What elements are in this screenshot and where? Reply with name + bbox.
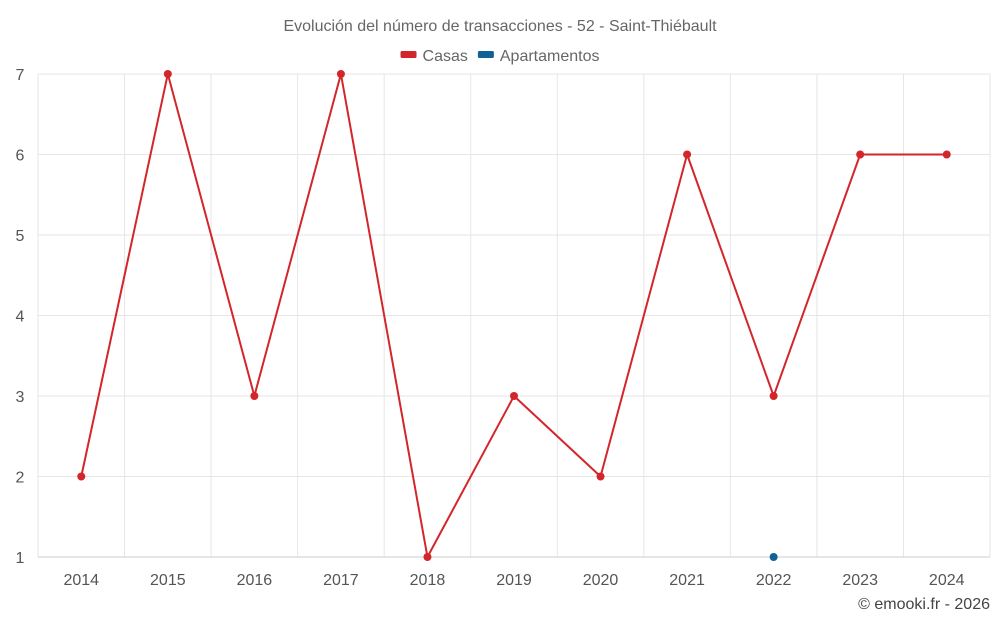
legend-swatch-apartamentos[interactable] bbox=[477, 51, 494, 58]
y-tick-label: 1 bbox=[16, 550, 25, 567]
data-point-casas-2021[interactable] bbox=[683, 150, 692, 159]
x-tick-label: 2014 bbox=[63, 572, 99, 589]
data-point-casas-2024[interactable] bbox=[942, 150, 951, 159]
x-tick-label: 2024 bbox=[929, 572, 965, 589]
series-group bbox=[77, 70, 951, 561]
y-tick-label: 5 bbox=[16, 228, 25, 245]
data-point-casas-2018[interactable] bbox=[423, 553, 432, 561]
data-point-apartamentos-2022[interactable] bbox=[769, 553, 778, 561]
data-point-casas-2022[interactable] bbox=[769, 392, 778, 400]
x-tick-label: 2021 bbox=[669, 572, 705, 589]
x-tick-label: 2015 bbox=[150, 572, 186, 589]
x-tick-label: 2017 bbox=[323, 572, 359, 589]
y-tick-label: 6 bbox=[16, 148, 25, 165]
x-tick-label: 2016 bbox=[237, 572, 273, 589]
legend-swatch-casas[interactable] bbox=[400, 51, 417, 58]
chart-title: Evolución del número de transacciones - … bbox=[283, 18, 717, 35]
data-point-casas-2014[interactable] bbox=[77, 472, 86, 481]
gridlines bbox=[37, 73, 991, 558]
x-tick-label: 2018 bbox=[410, 572, 446, 589]
data-point-casas-2020[interactable] bbox=[596, 472, 605, 481]
data-point-casas-2019[interactable] bbox=[510, 392, 518, 400]
y-tick-label: 2 bbox=[16, 470, 25, 487]
x-tick-label: 2019 bbox=[496, 572, 532, 589]
data-point-casas-2015[interactable] bbox=[163, 70, 172, 78]
x-tick-label: 2022 bbox=[756, 572, 792, 589]
legend-label-apartamentos[interactable]: Apartamentos bbox=[500, 48, 600, 65]
x-axis: 2014 2015 2016 2017 2018 2019 2020 2021 2022 2023… bbox=[63, 572, 964, 589]
data-point-casas-2023[interactable] bbox=[856, 150, 865, 159]
y-tick-label: 4 bbox=[16, 309, 25, 326]
y-tick-label: 7 bbox=[16, 67, 25, 84]
data-point-casas-2017[interactable] bbox=[336, 70, 345, 78]
legend: Casas Apartamentos bbox=[400, 48, 600, 65]
x-tick-label: 2023 bbox=[842, 572, 878, 589]
y-axis: 1 2 3 4 5 6 7 bbox=[16, 67, 25, 567]
credit-text: © emooki.fr - 2026 bbox=[858, 596, 990, 613]
y-tick-label: 3 bbox=[16, 389, 25, 406]
x-tick-label: 2020 bbox=[583, 572, 619, 589]
legend-label-casas[interactable]: Casas bbox=[423, 48, 468, 65]
data-point-casas-2016[interactable] bbox=[250, 392, 259, 400]
